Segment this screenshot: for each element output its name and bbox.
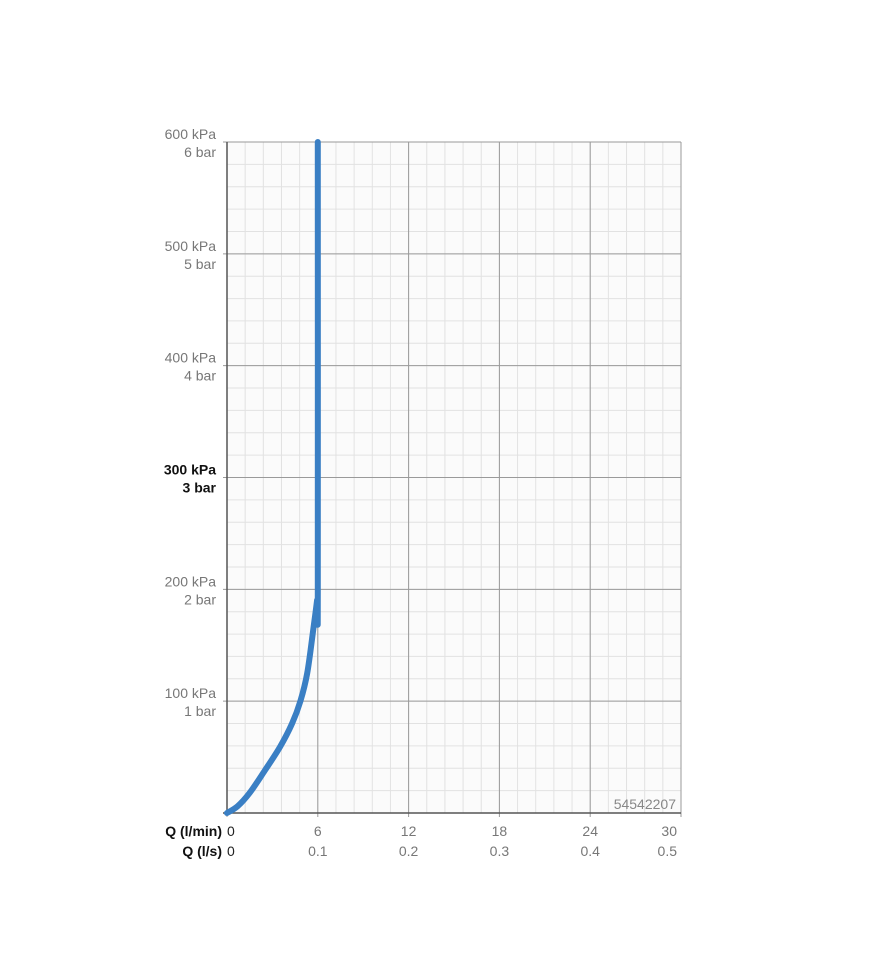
annotation-label: 54542207 <box>614 796 677 812</box>
tick-labels: 0 0 6 0.1 12 0.2 18 0.3 24 0.4 30 0.5 100 kPa 1 bar 20… <box>164 126 677 859</box>
y-tick-label-kpa: 100 kPa <box>165 685 217 701</box>
y-tick-label-kpa: 500 kPa <box>165 238 217 254</box>
x2-tick-label: 0.4 <box>580 843 600 859</box>
y-tick-label-kpa: 200 kPa <box>165 573 217 589</box>
x-tick-label: 18 <box>492 823 508 839</box>
x2-axis-label: Q (l/s) <box>182 843 222 859</box>
x2-tick-label: 0.2 <box>399 843 419 859</box>
x2-tick-label: 0.3 <box>490 843 510 859</box>
grid <box>223 141 682 817</box>
x2-tick-label: 0 <box>227 843 235 859</box>
x-axis-label: Q (l/min) <box>165 823 222 839</box>
x-tick-label: 12 <box>401 823 417 839</box>
series <box>224 139 321 816</box>
y-tick-label-bar: 3 bar <box>183 480 217 496</box>
y-tick-label-bar: 4 bar <box>184 368 216 384</box>
x-tick-label: 0 <box>227 823 235 839</box>
y-tick-label-bar: 2 bar <box>184 591 216 607</box>
x2-tick-label: 0.1 <box>308 843 328 859</box>
x-tick-label: 6 <box>314 823 322 839</box>
x2-tick-label: 0.5 <box>658 843 678 859</box>
y-tick-label-bar: 6 bar <box>184 144 216 160</box>
y-tick-label-kpa: 600 kPa <box>165 126 217 142</box>
y-tick-label-bar: 5 bar <box>184 256 216 272</box>
axes <box>223 142 681 814</box>
x-tick-label: 24 <box>582 823 598 839</box>
y-tick-label-bar: 1 bar <box>184 703 216 719</box>
y-tick-label-kpa: 400 kPa <box>165 350 217 366</box>
y-tick-label-kpa: 300 kPa <box>164 462 216 478</box>
series-line <box>224 139 321 816</box>
x-tick-label: 30 <box>661 823 677 839</box>
